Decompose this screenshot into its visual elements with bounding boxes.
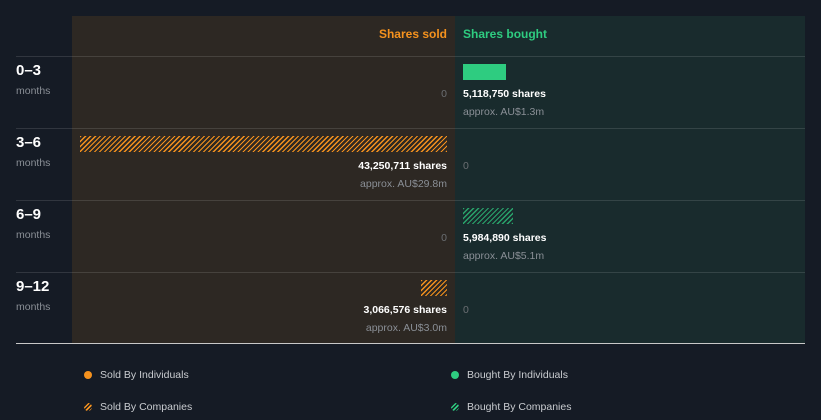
period-unit: months bbox=[16, 301, 51, 313]
sold-shares-value: 43,250,711 shares bbox=[358, 160, 447, 172]
bought-column-background bbox=[455, 16, 805, 343]
row-label-9-12: 9–12 months bbox=[16, 278, 50, 313]
bought-shares-value: 5,984,890 shares bbox=[463, 232, 547, 244]
sold-shares-value: 3,066,576 shares bbox=[363, 304, 448, 316]
sold-approx-value: approx. AU$3.0m bbox=[365, 322, 447, 334]
bought-by-companies-bar bbox=[463, 208, 513, 224]
legend-sold-by-companies: Sold By Companies bbox=[84, 401, 192, 413]
period-label: 9–12 bbox=[16, 278, 50, 295]
bought-by-individuals-bar bbox=[463, 64, 506, 80]
row-divider bbox=[16, 128, 805, 129]
bought-zero-value: 0 bbox=[463, 304, 469, 316]
sold-approx-value: approx. AU$29.8m bbox=[360, 178, 447, 190]
legend-sold-by-individuals: Sold By Individuals bbox=[84, 369, 189, 381]
row-label-6-9: 6–9 months bbox=[16, 206, 50, 241]
period-label: 0–3 bbox=[16, 62, 42, 79]
bought-zero-value: 0 bbox=[463, 160, 469, 172]
period-unit: months bbox=[16, 85, 51, 97]
green-hatch-dot-icon bbox=[451, 403, 459, 411]
row-divider bbox=[16, 200, 805, 201]
sold-by-companies-bar bbox=[80, 136, 447, 152]
sold-column-background bbox=[72, 16, 455, 343]
legend-bought-by-individuals: Bought By Individuals bbox=[451, 369, 568, 381]
bought-approx-value: approx. AU$5.1m bbox=[463, 250, 545, 262]
orange-hatch-dot-icon bbox=[84, 403, 92, 411]
period-unit: months bbox=[16, 229, 51, 241]
sold-zero-value: 0 bbox=[441, 88, 447, 100]
orange-dot-icon bbox=[84, 371, 92, 379]
legend-label: Bought By Companies bbox=[467, 401, 572, 413]
shares-sold-header: Shares sold bbox=[378, 27, 447, 41]
period-unit: months bbox=[16, 157, 51, 169]
legend-label: Sold By Individuals bbox=[100, 369, 189, 381]
bought-shares-value: 5,118,750 shares bbox=[463, 88, 546, 100]
row-divider bbox=[16, 56, 805, 57]
shares-bought-header: Shares bought bbox=[463, 27, 548, 41]
sold-by-companies-bar bbox=[421, 280, 447, 296]
row-divider bbox=[16, 272, 805, 273]
period-label: 3–6 bbox=[16, 134, 42, 151]
period-label: 6–9 bbox=[16, 206, 42, 223]
legend-label: Sold By Companies bbox=[100, 401, 193, 413]
legend-bought-by-companies: Bought By Companies bbox=[451, 401, 571, 413]
row-label-0-3: 0–3 months bbox=[16, 62, 50, 97]
chart-bottom-axis bbox=[16, 343, 805, 344]
bought-approx-value: approx. AU$1.3m bbox=[463, 106, 545, 118]
row-label-3-6: 3–6 months bbox=[16, 134, 50, 169]
green-dot-icon bbox=[451, 371, 459, 379]
sold-zero-value: 0 bbox=[441, 232, 447, 244]
legend-label: Bought By Individuals bbox=[467, 369, 568, 381]
